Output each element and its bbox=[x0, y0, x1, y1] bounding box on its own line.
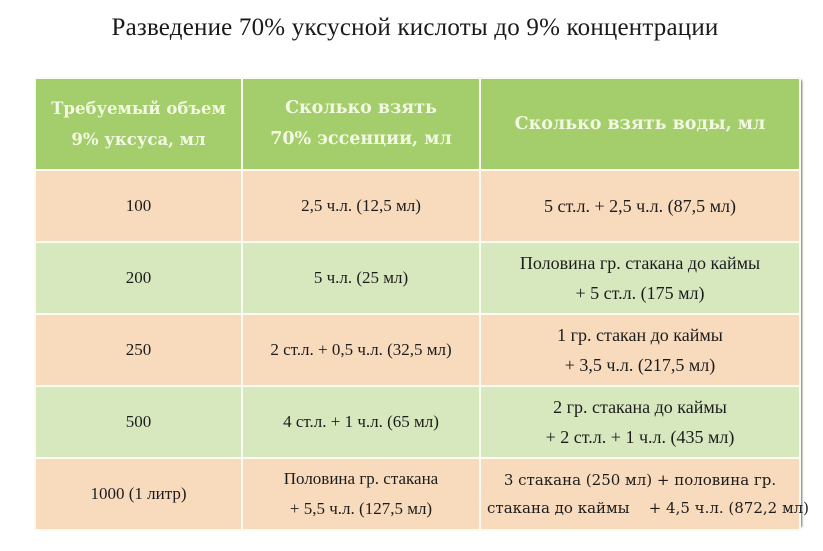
cell-line: 3 стакана (250 мл) + половина гр. bbox=[503, 471, 777, 489]
cell-water: Половина гр. стакана до каймы + 5 ст.л. … bbox=[479, 241, 801, 315]
cell-essence: 2 ст.л. + 0,5 ч.л. (32,5 мл) bbox=[241, 313, 481, 387]
cell-line: 5 ч.л. (25 мл) bbox=[313, 268, 409, 287]
cell-line: Половина гр. стакана bbox=[283, 469, 439, 488]
cell-water: 2 гр. стакана до каймы + 2 ст.л. + 1 ч.л… bbox=[479, 385, 801, 459]
cell-volume: 1000 (1 литр) bbox=[34, 457, 243, 531]
cell-line: 1 гр. стакан до каймы bbox=[557, 325, 723, 345]
cell-water: 3 стакана (250 мл) + половина гр. стакан… bbox=[479, 457, 810, 531]
cell-essence: 4 ст.л. + 1 ч.л. (65 мл) bbox=[241, 385, 481, 459]
cell-essence: 5 ч.л. (25 мл) bbox=[241, 241, 481, 315]
header-water-amount: Сколько взять воды, мл bbox=[479, 77, 801, 171]
header-essence-amount: Сколько взять 70% эссенции, мл bbox=[241, 77, 481, 171]
cell-essence: 2,5 ч.л. (12,5 мл) bbox=[241, 169, 481, 243]
cell-volume: 200 bbox=[34, 241, 243, 315]
cell-line: 2,5 ч.л. (12,5 мл) bbox=[301, 196, 421, 215]
cell-line: Половина гр. стакана до каймы bbox=[519, 253, 761, 273]
cell-line: стакана до каймы + 4,5 ч.л. (872,2 мл) bbox=[487, 499, 810, 517]
table-row: 250 2 ст.л. + 0,5 ч.л. (32,5 мл) 1 гр. с… bbox=[34, 313, 801, 387]
cell-line: + 5,5 ч.л. (127,5 мл) bbox=[289, 499, 433, 518]
header-line: Сколько взять воды, мл bbox=[514, 113, 766, 134]
cell-line: 2 ст.л. + 0,5 ч.л. (32,5 мл) bbox=[270, 340, 452, 359]
header-line: Требуемый объем bbox=[51, 99, 226, 118]
cell-essence: Половина гр. стакана + 5,5 ч.л. (127,5 м… bbox=[241, 457, 481, 531]
cell-line: 2 гр. стакана до каймы bbox=[553, 397, 727, 417]
dilution-table-container: Требуемый объем 9% уксуса, мл Сколько вз… bbox=[34, 77, 809, 531]
table-row: 200 5 ч.л. (25 мл) Половина гр. стакана … bbox=[34, 241, 801, 315]
header-line: 9% уксуса, мл bbox=[71, 130, 206, 149]
cell-line: 4 ст.л. + 1 ч.л. (65 мл) bbox=[283, 412, 439, 431]
cell-volume: 500 bbox=[34, 385, 243, 459]
cell-line: 5 ст.л. + 2,5 ч.л. (87,5 мл) bbox=[543, 196, 737, 216]
header-required-volume: Требуемый объем 9% уксуса, мл bbox=[34, 77, 243, 171]
cell-line: + 2 ст.л. + 1 ч.л. (435 мл) bbox=[545, 427, 735, 447]
dilution-table: Требуемый объем 9% уксуса, мл Сколько вз… bbox=[34, 77, 810, 531]
table-row: 100 2,5 ч.л. (12,5 мл) 5 ст.л. + 2,5 ч.л… bbox=[34, 169, 801, 243]
table-row: 500 4 ст.л. + 1 ч.л. (65 мл) 2 гр. стака… bbox=[34, 385, 801, 459]
page-title: Разведение 70% уксусной кислоты до 9% ко… bbox=[111, 14, 719, 41]
cell-line: + 5 ст.л. (175 мл) bbox=[575, 283, 705, 303]
cell-line: + 3,5 ч.л. (217,5 мл) bbox=[564, 355, 716, 375]
header-line: Сколько взять bbox=[285, 98, 437, 118]
table-header-row: Требуемый объем 9% уксуса, мл Сколько вз… bbox=[34, 77, 801, 171]
cell-water: 5 ст.л. + 2,5 ч.л. (87,5 мл) bbox=[479, 169, 801, 243]
cell-water: 1 гр. стакан до каймы + 3,5 ч.л. (217,5 … bbox=[479, 313, 801, 387]
cell-volume: 250 bbox=[34, 313, 243, 387]
header-line: 70% эссенции, мл bbox=[270, 129, 452, 149]
table-row: 1000 (1 литр) Половина гр. стакана + 5,5… bbox=[34, 457, 810, 531]
cell-volume: 100 bbox=[34, 169, 243, 243]
